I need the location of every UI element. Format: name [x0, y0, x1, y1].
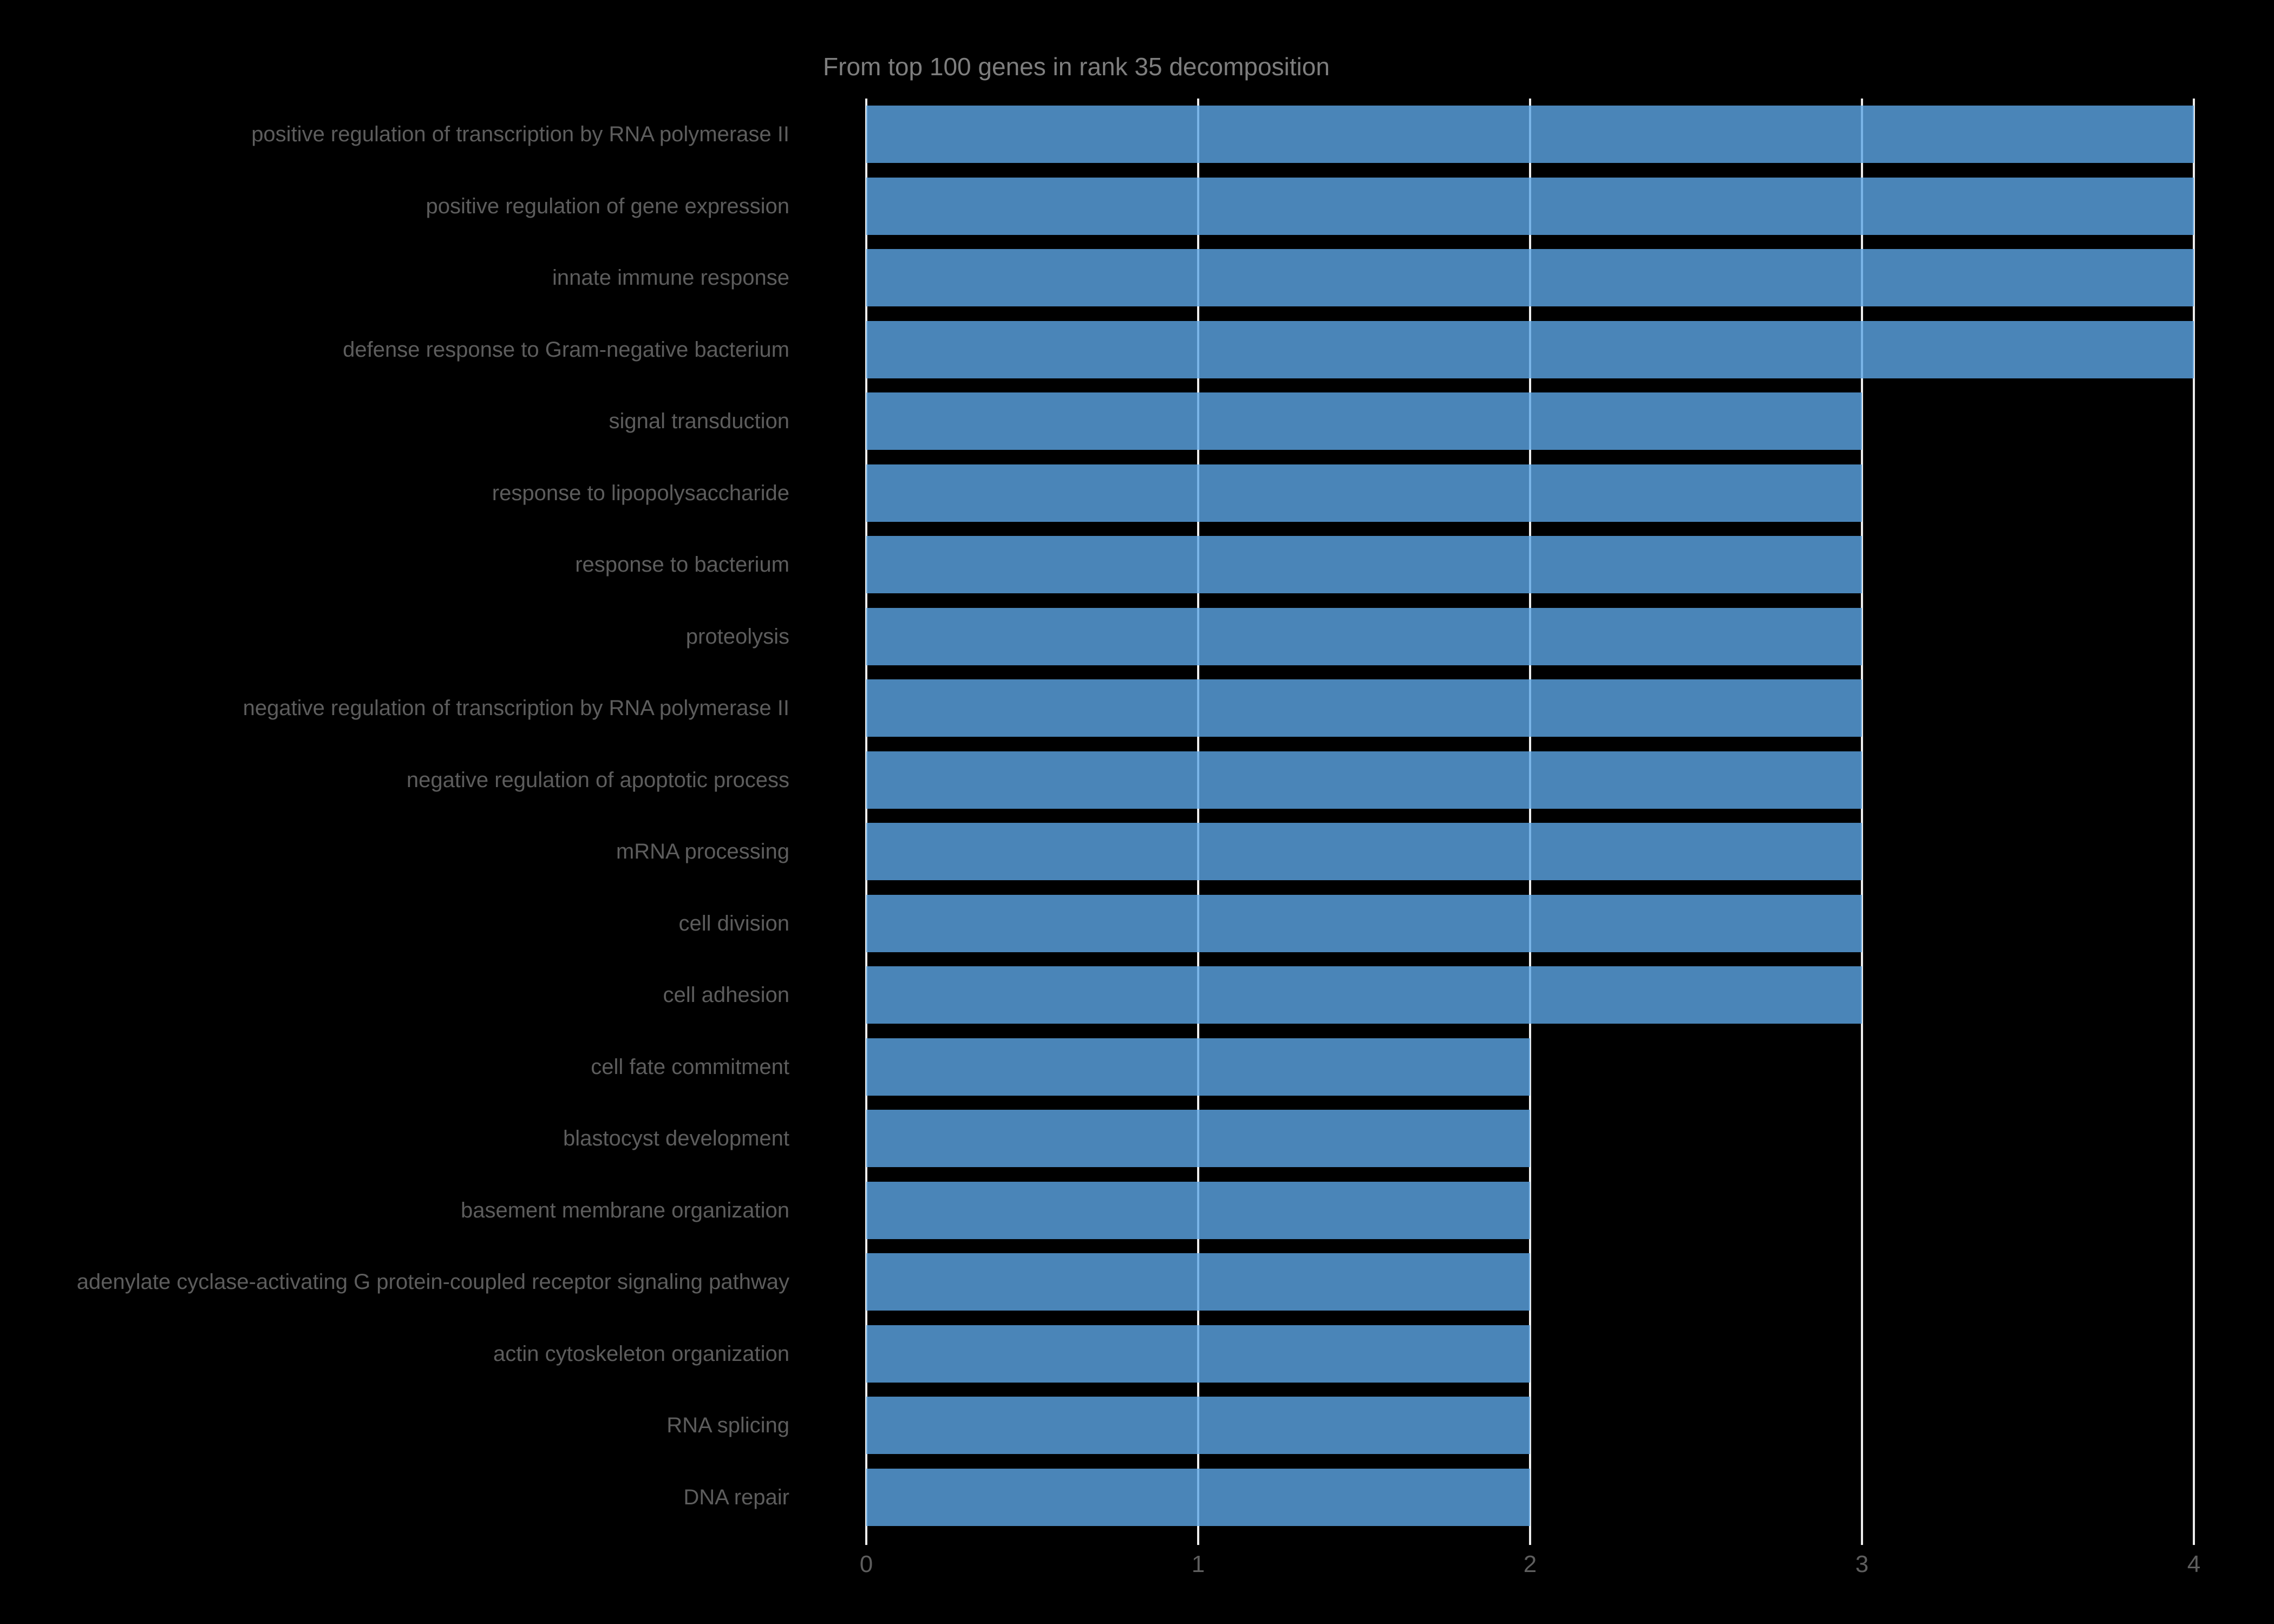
category-label: positive regulation of gene expression	[426, 194, 789, 218]
bar-row	[866, 529, 2194, 601]
bar	[866, 1253, 1530, 1311]
bar-row	[866, 242, 2194, 314]
gridline-x-2	[1529, 99, 1531, 1545]
category-label: RNA splicing	[666, 1413, 789, 1438]
label-row: mRNA processing	[0, 816, 789, 888]
label-row: cell division	[0, 888, 789, 960]
x-tick-label-1: 1	[1191, 1551, 1205, 1577]
label-row: actin cytoskeleton organization	[0, 1318, 789, 1390]
bar-row	[866, 385, 2194, 457]
bar-row	[866, 816, 2194, 888]
gridline-x-0	[865, 99, 867, 1545]
bar-row	[866, 457, 2194, 529]
label-row: adenylate cyclase-activating G protein-c…	[0, 1246, 789, 1318]
label-row: innate immune response	[0, 242, 789, 314]
category-label: signal transduction	[609, 409, 789, 434]
bar-row	[866, 1103, 2194, 1175]
label-row: defense response to Gram-negative bacter…	[0, 314, 789, 386]
category-label: basement membrane organization	[460, 1198, 789, 1222]
label-row: cell adhesion	[0, 959, 790, 1031]
gridline-x-4	[2193, 99, 2195, 1545]
label-row: signal transduction	[0, 385, 789, 457]
category-label: cell adhesion	[663, 983, 790, 1007]
bar	[866, 966, 1862, 1024]
gridlines	[865, 99, 2195, 1545]
bar	[866, 320, 2194, 378]
bar-row	[866, 1031, 2194, 1103]
bar-row	[866, 1246, 2194, 1318]
bar	[866, 1110, 1530, 1168]
bar	[866, 106, 2194, 163]
label-row: blastocyst development	[0, 1103, 789, 1175]
bar-row	[866, 1390, 2194, 1462]
bar-row	[866, 1318, 2194, 1390]
bar	[866, 392, 1862, 450]
bar	[866, 823, 1862, 881]
bar-row	[866, 672, 2194, 744]
bar	[866, 1397, 1530, 1455]
x-tick-label-4: 4	[2187, 1551, 2201, 1577]
category-label: blastocyst development	[563, 1127, 789, 1151]
bar-row	[866, 888, 2194, 960]
bar-row	[866, 1462, 2194, 1534]
x-tick-label-0: 0	[859, 1551, 873, 1577]
category-label: DNA repair	[683, 1485, 789, 1509]
label-row: cell fate commitment	[0, 1031, 789, 1103]
bar	[866, 1325, 1530, 1383]
bar	[866, 464, 1862, 522]
bar	[866, 536, 1862, 594]
bar-row	[866, 959, 2194, 1031]
bar	[866, 679, 1862, 737]
category-label: response to bacterium	[575, 553, 789, 577]
bar	[866, 1181, 1530, 1239]
label-row: positive regulation of gene expression	[0, 171, 789, 243]
label-row: positive regulation of transcription by …	[0, 99, 789, 171]
plot-area: 0 1 2 3 4	[860, 99, 2200, 1576]
label-row: proteolysis	[0, 601, 789, 673]
bar	[866, 177, 2194, 235]
label-row: RNA splicing	[0, 1390, 789, 1462]
bar-row	[866, 171, 2194, 243]
category-label: innate immune response	[552, 266, 789, 290]
bar	[866, 249, 2194, 307]
bar-row	[866, 601, 2194, 673]
label-row: response to lipopolysaccharide	[0, 457, 789, 529]
gridline-x-1	[1197, 99, 1199, 1545]
bars	[866, 99, 2194, 1533]
bar-row	[866, 314, 2194, 386]
bar	[866, 894, 1862, 952]
bar	[866, 1468, 1530, 1526]
bar-row	[866, 1175, 2194, 1247]
category-label: adenylate cyclase-activating G protein-c…	[76, 1270, 789, 1294]
category-label: defense response to Gram-negative bacter…	[343, 337, 789, 362]
bar	[866, 751, 1862, 809]
category-label: cell fate commitment	[591, 1055, 789, 1079]
y-axis-labels: positive regulation of transcription by …	[0, 99, 789, 1533]
label-row: negative regulation of transcription by …	[0, 672, 789, 744]
bar	[866, 607, 1862, 665]
bar-row	[866, 744, 2194, 816]
bar-row	[866, 99, 2194, 171]
category-label: cell division	[678, 911, 789, 935]
label-row: DNA repair	[0, 1462, 789, 1534]
x-tick-label-2: 2	[1523, 1551, 1537, 1577]
category-label: response to lipopolysaccharide	[492, 481, 789, 505]
x-tick-label-3: 3	[1855, 1551, 1869, 1577]
category-label: actin cytoskeleton organization	[493, 1341, 789, 1366]
chart-title: From top 100 genes in rank 35 decomposit…	[823, 53, 1330, 81]
category-label: negative regulation of apoptotic process	[406, 768, 789, 792]
category-label: mRNA processing	[616, 840, 789, 864]
label-row: basement membrane organization	[0, 1175, 789, 1247]
category-label: positive regulation of transcription by …	[251, 122, 789, 147]
x-axis-tick-labels: 0 1 2 3 4	[860, 1551, 2200, 1585]
category-label: negative regulation of transcription by …	[243, 696, 789, 721]
label-row: negative regulation of apoptotic process	[0, 744, 789, 816]
label-row: response to bacterium	[0, 529, 789, 601]
category-label: proteolysis	[685, 624, 789, 649]
bar	[866, 1038, 1530, 1096]
gridline-x-3	[1861, 99, 1863, 1545]
